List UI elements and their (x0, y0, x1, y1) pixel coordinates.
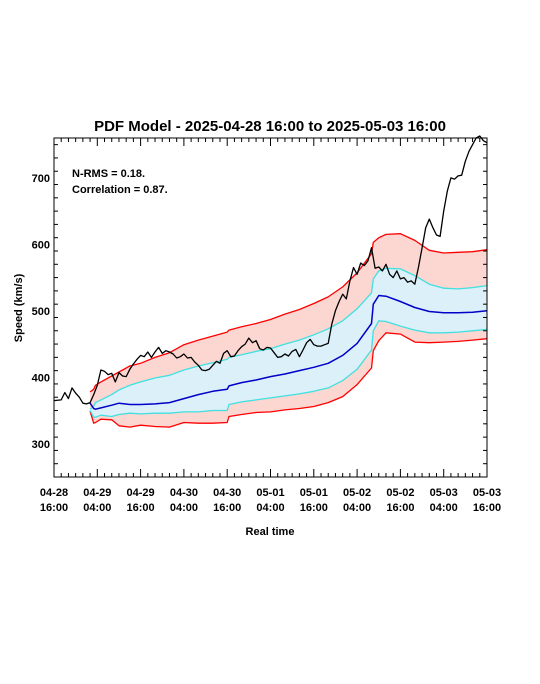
x-tick-label-time: 04:00 (430, 502, 458, 514)
x-tick-label-date: 04-30 (213, 487, 241, 499)
x-tick-label-time: 16:00 (213, 502, 241, 514)
x-tick-label-time: 04:00 (83, 502, 111, 514)
x-tick-label-date: 05-03 (430, 487, 458, 499)
upper-outer-band-fill (90, 233, 487, 410)
axis-ticks: 300 400 500 600 700 04-28 16:00 04-29 04:00 04-29… (32, 138, 501, 514)
upper-outer-line (89, 233, 488, 393)
x-tick-label-date: 04-29 (83, 487, 111, 499)
x-tick-label-date: 05-01 (256, 487, 284, 499)
x-tick-label-date: 05-02 (343, 487, 371, 499)
x-tick-label-date: 05-02 (386, 487, 414, 499)
x-tick-label-date: 05-01 (300, 487, 328, 499)
x-tick-label-time: 04:00 (256, 502, 284, 514)
correlation-annotation: Correlation = 0.87. (72, 184, 168, 196)
x-tick-label-date: 04-29 (127, 487, 155, 499)
median-line (89, 294, 488, 410)
lower-inner-line (89, 320, 488, 418)
x-tick-label-time: 16:00 (127, 502, 155, 514)
plot-area (53, 135, 488, 428)
x-tick-label-time: 16:00 (300, 502, 328, 514)
nrms-annotation: N-RMS = 0.18. (72, 168, 145, 180)
x-tick-label-time: 04:00 (170, 502, 198, 514)
lower-outer-band-fill (90, 320, 487, 428)
y-tick-label: 600 (32, 239, 50, 251)
y-tick-label: 400 (32, 372, 50, 384)
chart-title: PDF Model - 2025-04-28 16:00 to 2025-05-… (94, 118, 446, 135)
x-tick-label-date: 04-28 (40, 487, 68, 499)
inner-band-fill (90, 268, 487, 418)
x-tick-label-time: 04:00 (343, 502, 371, 514)
x-tick-label-date: 04-30 (170, 487, 198, 499)
x-tick-label-date: 05-03 (473, 487, 501, 499)
observed-line (53, 135, 488, 405)
lower-outer-line (89, 332, 488, 428)
y-axis-label: Speed (km/s) (13, 273, 25, 342)
x-tick-label-time: 16:00 (40, 502, 68, 514)
x-tick-label-time: 16:00 (473, 502, 501, 514)
x-axis-label: Real time (246, 526, 295, 538)
y-tick-label: 300 (32, 439, 50, 451)
y-tick-label: 700 (32, 173, 50, 185)
x-tick-label-time: 16:00 (386, 502, 414, 514)
y-tick-label: 500 (32, 306, 50, 318)
